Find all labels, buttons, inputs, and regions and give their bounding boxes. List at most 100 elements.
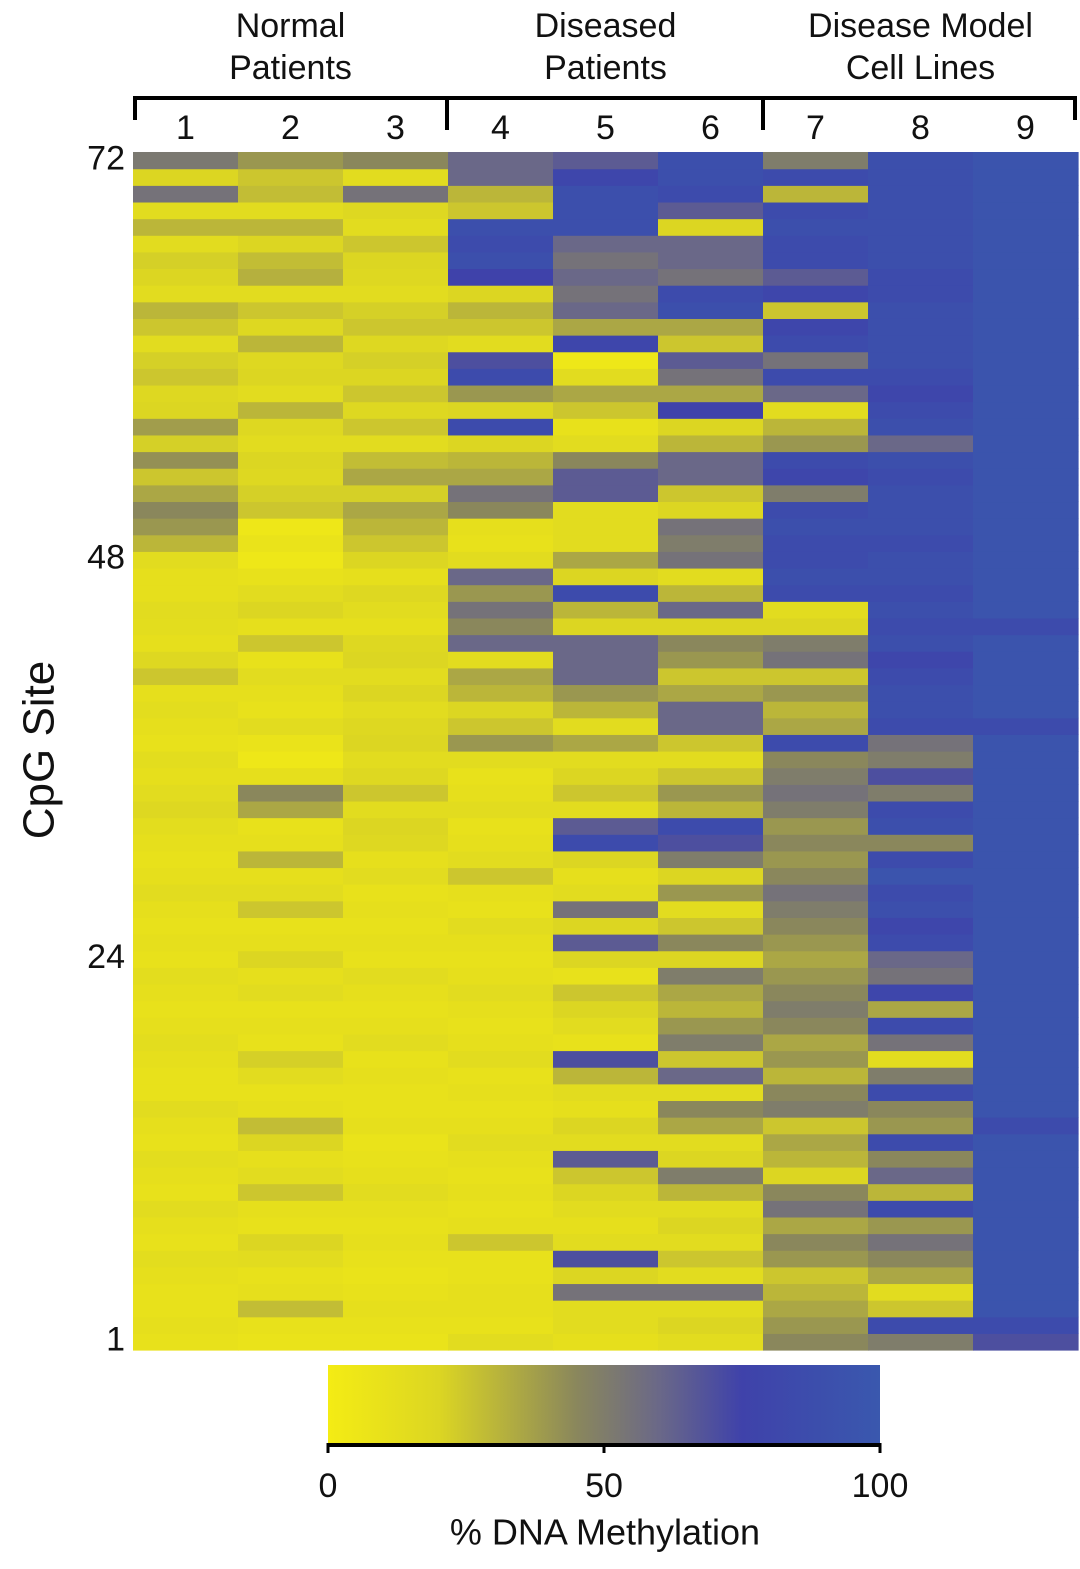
heatmap-cell	[553, 451, 659, 469]
heatmap-cell	[133, 1283, 239, 1301]
heatmap-cell	[763, 318, 869, 336]
heatmap-cell	[238, 534, 344, 552]
heatmap-cell	[868, 1200, 974, 1218]
heatmap-cell	[868, 734, 974, 752]
heatmap-cell	[238, 1183, 344, 1201]
heatmap-cell	[658, 218, 764, 236]
heatmap-cell	[868, 368, 974, 386]
heatmap-cell	[343, 285, 449, 303]
heatmap-cell	[868, 401, 974, 419]
heatmap-cell	[448, 900, 554, 918]
heatmap-cell	[868, 950, 974, 968]
heatmap-cell	[448, 767, 554, 785]
heatmap-cell	[238, 1050, 344, 1068]
heatmap-cell	[448, 1133, 554, 1151]
heatmap-cell	[973, 1233, 1079, 1251]
heatmap-cell	[973, 285, 1079, 303]
heatmap-cell	[763, 1183, 869, 1201]
heatmap-cell	[973, 1000, 1079, 1018]
heatmap-cell	[238, 201, 344, 220]
heatmap-cell	[868, 1133, 974, 1151]
heatmap-cell	[658, 518, 764, 536]
heatmap-cell	[763, 684, 869, 702]
heatmap-cell	[868, 1150, 974, 1168]
heatmap-cell	[553, 1100, 659, 1118]
heatmap-cell	[763, 1300, 869, 1318]
heatmap-cell	[868, 268, 974, 286]
heatmap-cell	[238, 1117, 344, 1135]
heatmap-cell	[868, 917, 974, 935]
heatmap-cell	[448, 318, 554, 336]
heatmap-cell	[343, 1017, 449, 1035]
heatmap-cell	[553, 950, 659, 968]
heatmap-cell	[868, 168, 974, 186]
heatmap-cell	[343, 917, 449, 935]
heatmap-cell	[238, 867, 344, 885]
heatmap-cell	[763, 551, 869, 569]
heatmap-cell	[658, 1033, 764, 1052]
heatmap-cell	[238, 318, 344, 336]
heatmap-cell	[868, 351, 974, 369]
heatmap-cell	[553, 551, 659, 569]
heatmap-cell	[448, 884, 554, 902]
heatmap-cell	[658, 152, 764, 170]
heatmap-cell	[868, 1183, 974, 1201]
heatmap-cell	[868, 717, 974, 735]
heatmap-cell	[553, 1200, 659, 1218]
heatmap-cell	[868, 1250, 974, 1268]
heatmap-cell	[973, 850, 1079, 869]
heatmap-cell	[973, 834, 1079, 852]
heatmap-cell	[868, 934, 974, 952]
heatmap-cell	[238, 368, 344, 386]
heatmap-cell	[658, 1150, 764, 1168]
heatmap-cell	[238, 218, 344, 236]
heatmap-cell	[448, 817, 554, 835]
heatmap-cell	[553, 185, 659, 203]
heatmap-cell	[658, 434, 764, 453]
heatmap-cell	[658, 651, 764, 669]
heatmap-cell	[973, 900, 1079, 918]
heatmap-cell	[868, 701, 974, 719]
y-tick-label: 24	[87, 938, 125, 976]
heatmap-cell	[763, 1233, 869, 1251]
heatmap-cell	[238, 634, 344, 652]
heatmap-cell	[658, 1233, 764, 1251]
heatmap-cell	[973, 518, 1079, 536]
heatmap-cell	[133, 301, 239, 319]
heatmap-cell	[448, 168, 554, 186]
heatmap-cell	[658, 501, 764, 519]
heatmap-cell	[448, 518, 554, 536]
heatmap-cell	[973, 634, 1079, 652]
heatmap-cell	[448, 917, 554, 935]
heatmap-cell	[448, 834, 554, 852]
heatmap-cell	[133, 1133, 239, 1151]
heatmap-cell	[658, 917, 764, 935]
heatmap-cell	[973, 1250, 1079, 1268]
heatmap-cell	[658, 850, 764, 869]
heatmap-cell	[658, 451, 764, 469]
heatmap-cell	[238, 484, 344, 503]
heatmap-cell	[763, 967, 869, 985]
heatmap-cell	[448, 934, 554, 952]
heatmap-cell	[133, 1100, 239, 1118]
heatmap-cell	[973, 368, 1079, 386]
heatmap-cell	[553, 867, 659, 885]
heatmap-cell	[973, 1183, 1079, 1201]
heatmap-cell	[448, 1100, 554, 1118]
heatmap-cell	[343, 468, 449, 486]
heatmap-cell	[133, 567, 239, 586]
heatmap-cell	[553, 1117, 659, 1135]
heatmap-cell	[868, 318, 974, 336]
heatmap-cell	[763, 401, 869, 419]
heatmap-cell	[133, 1017, 239, 1035]
heatmap-cell	[658, 551, 764, 569]
heatmap-cell	[658, 251, 764, 270]
heatmap-cell	[973, 551, 1079, 569]
heatmap-cell	[238, 684, 344, 702]
heatmap-cell	[133, 401, 239, 419]
heatmap-cell	[133, 201, 239, 220]
heatmap-cell	[448, 152, 554, 170]
heatmap-cell	[133, 335, 239, 353]
heatmap-cell	[133, 1250, 239, 1268]
heatmap-cell	[763, 501, 869, 519]
